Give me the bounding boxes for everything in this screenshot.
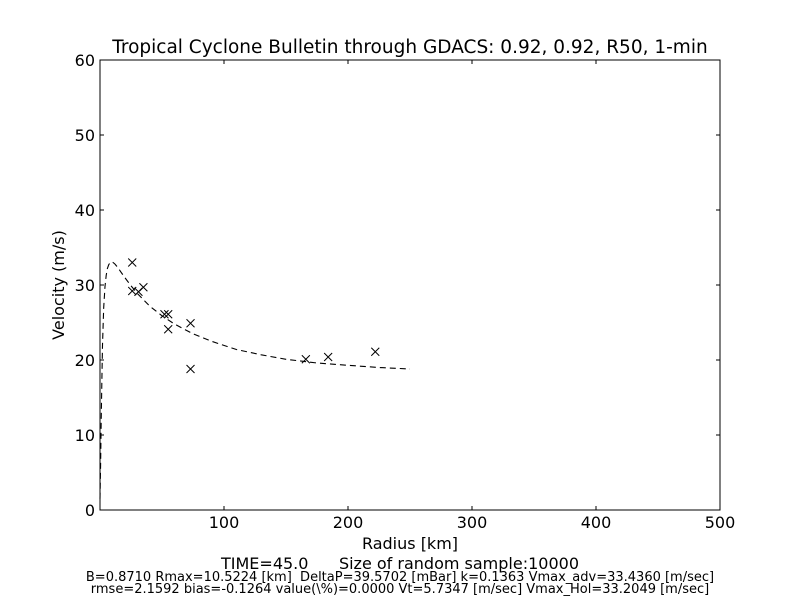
y-axis-label: Velocity (m/s) <box>49 230 68 340</box>
x-tick-label: 200 <box>333 513 364 532</box>
footer-parameters-line-1: B=0.8710 Rmax=10.5224 [km] DeltaP=39.570… <box>85 570 715 585</box>
chart-title: Tropical Cyclone Bulletin through GDACS:… <box>111 37 707 58</box>
y-tick-label: 10 <box>75 426 95 445</box>
y-tick-label: 20 <box>75 351 95 370</box>
data-point-x-marker <box>160 309 169 319</box>
data-point-x-marker <box>370 347 380 357</box>
data-point-x-marker <box>301 354 311 364</box>
data-point-x-marker <box>163 309 173 319</box>
plot-area <box>100 60 720 510</box>
x-tick-label: 400 <box>581 513 612 532</box>
footer-time-sample: TIME=45.0 Size of random sample:10000 <box>221 554 579 573</box>
data-point-x-marker <box>186 364 195 374</box>
series-layer <box>99 258 411 499</box>
data-point-x-marker <box>323 352 333 362</box>
y-tick-label: 30 <box>75 276 95 295</box>
footer-parameters-line-2: rmse=2.1592 bias=-0.1264 value(\%)=0.000… <box>90 582 710 597</box>
data-point-x-marker <box>163 324 173 334</box>
x-tick-label: 100 <box>209 513 240 532</box>
y-tick-label: 50 <box>75 126 95 145</box>
x-tick-label: 300 <box>457 513 488 532</box>
data-point-x-marker <box>127 258 137 267</box>
data-point-x-marker <box>139 282 148 292</box>
y-tick-label: 0 <box>85 501 95 520</box>
y-tick-label: 40 <box>75 201 95 220</box>
fitted-profile-dashed-line <box>99 261 411 499</box>
data-point-x-marker <box>186 318 195 328</box>
plot-frame <box>99 59 721 511</box>
x-axis-label: Radius [km] <box>362 534 458 553</box>
axis-tick-labels: 100 200 300 400 500 0 10 20 30 40 50 60 <box>75 51 736 532</box>
y-tick-label: 60 <box>75 51 95 70</box>
x-tick-label: 500 <box>705 513 736 532</box>
